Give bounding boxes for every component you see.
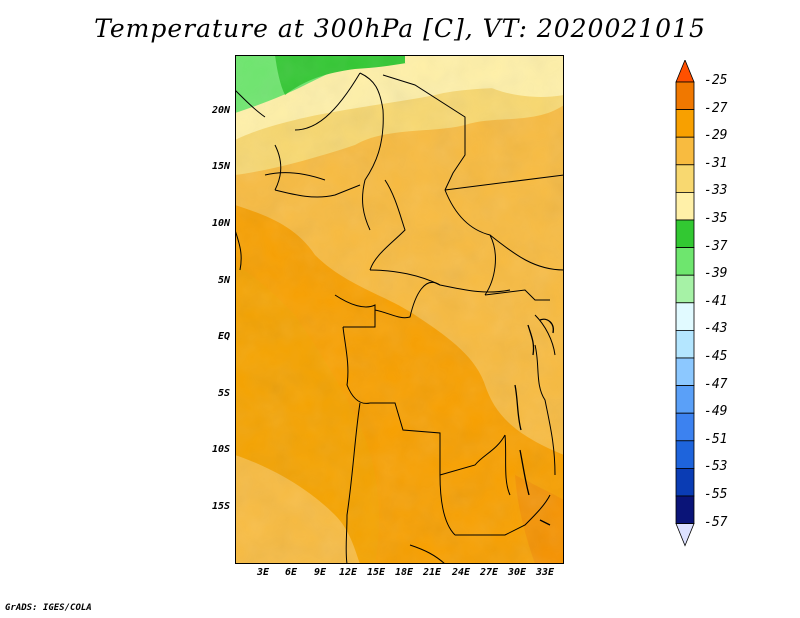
lat-tick-label: 15N [211, 161, 230, 172]
colorbar-label: -35 [704, 211, 728, 226]
colorbar-graphic [675, 58, 695, 547]
lat-tick-label: 10S [211, 444, 230, 455]
colorbar-swatch [675, 495, 695, 525]
colorbar-swatch [675, 274, 695, 304]
colorbar-label: -31 [704, 155, 728, 171]
colorbar-label: -25 [704, 73, 728, 88]
lon-tick-label: 24E [451, 567, 471, 578]
chart-title: Temperature at 300hPa [C], VT: 202002101… [94, 14, 706, 43]
colorbar-swatch [675, 440, 695, 469]
lat-tick-label: 15S [211, 501, 230, 512]
colorbar-label: -55 [704, 487, 728, 502]
country-borders [234, 72, 565, 565]
colorbar-swatch [675, 109, 695, 138]
colorbar-swatch [675, 302, 695, 331]
colorbar-swatch [675, 164, 695, 193]
lon-tick-label: 3E [256, 567, 270, 578]
colorbar-swatch [675, 412, 695, 442]
lon-tick-label: 15E [366, 567, 386, 578]
colorbar-label: -47 [704, 376, 728, 392]
colorbar-label: -53 [704, 459, 728, 475]
colorbar-label: -51 [704, 431, 728, 447]
colorbar-swatch [675, 247, 695, 276]
lon-tick-label: 27E [479, 567, 499, 578]
lon-tick-label: 30E [507, 567, 527, 578]
lakes [514, 318, 554, 526]
lon-tick-label: 9E [313, 567, 327, 578]
colorbar-label: -49 [704, 404, 728, 420]
lat-tick-label: 20N [211, 105, 230, 116]
lat-tick-label: 5S [217, 388, 230, 399]
colorbar-label: -29 [704, 128, 728, 144]
lat-tick-label: 10N [211, 218, 230, 229]
colorbar-label: -39 [704, 266, 728, 282]
colorbar-swatch [675, 329, 695, 359]
footer-credit: GrADS: IGES/COLA [5, 603, 92, 613]
colorbar-bottom-triangle [675, 523, 695, 547]
colorbar-swatch [675, 357, 695, 387]
colorbar-top-triangle [675, 58, 695, 83]
colorbar-swatch [675, 219, 695, 249]
colorbar-label: -43 [704, 321, 728, 337]
lon-tick-label: 12E [338, 567, 358, 578]
colorbar-label: -37 [704, 238, 728, 254]
colorbar [668, 58, 738, 560]
temperature-field [235, 55, 564, 564]
temperature-map [234, 55, 565, 565]
colorbar-label: -41 [704, 293, 728, 309]
colorbar-label: -57 [704, 514, 728, 530]
colorbar-swatch [675, 191, 695, 221]
lon-tick-label: 33E [535, 567, 555, 578]
lon-tick-label: 18E [394, 567, 414, 578]
lat-tick-label: 5N [217, 275, 230, 286]
lon-tick-label: 6E [284, 567, 298, 578]
colorbar-label: -45 [704, 349, 728, 364]
lon-tick-label: 21E [422, 567, 442, 578]
colorbar-swatch [675, 136, 695, 166]
colorbar-swatch [675, 467, 695, 497]
map-frame [235, 55, 564, 564]
colorbar-label: -33 [704, 183, 728, 199]
colorbar-swatch [675, 81, 695, 111]
lat-tick-label: EQ [217, 331, 230, 342]
colorbar-swatch [675, 385, 695, 414]
map-panel [234, 55, 565, 565]
colorbar-label: -27 [704, 100, 728, 116]
